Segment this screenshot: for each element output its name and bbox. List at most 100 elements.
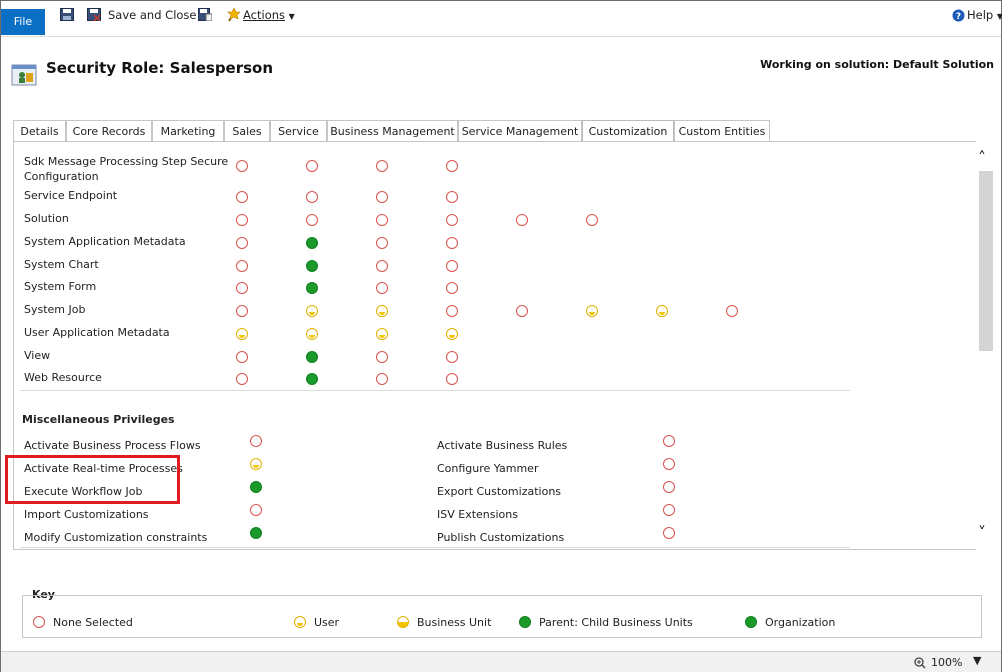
privilege-level-icon[interactable] — [516, 214, 528, 226]
privilege-level-icon[interactable] — [236, 328, 248, 340]
privilege-level-icon[interactable] — [236, 214, 248, 226]
key-label: None Selected — [53, 616, 133, 629]
chevron-down-icon: ▼ — [996, 12, 1002, 21]
page-title: Security Role: Salesperson — [46, 59, 274, 77]
privilege-level-icon[interactable] — [376, 328, 388, 340]
tab-service[interactable]: Service — [270, 120, 327, 142]
privilege-level-icon[interactable] — [446, 260, 458, 272]
privilege-level-icon[interactable] — [236, 373, 248, 385]
privilege-level-icon[interactable] — [306, 160, 318, 172]
entity-row-label: Service Endpoint — [24, 189, 118, 202]
misc-privilege-label: Configure Yammer — [437, 462, 539, 475]
privileges-panel: Sdk Message Processing Step Secure Confi… — [13, 141, 995, 550]
privilege-level-icon[interactable] — [306, 282, 318, 294]
privilege-level-icon[interactable] — [656, 305, 668, 317]
save-and-close-button[interactable]: Save and Close — [108, 8, 197, 22]
privilege-level-icon[interactable] — [236, 237, 248, 249]
save-icon[interactable] — [60, 8, 74, 21]
misc-privilege-label: Modify Customization constraints — [24, 531, 208, 544]
help-icon[interactable]: ? — [952, 9, 965, 22]
save-and-new-icon[interactable] — [198, 8, 212, 21]
scroll-thumb[interactable] — [979, 171, 993, 351]
privilege-level-icon[interactable] — [306, 191, 318, 203]
vertical-scrollbar[interactable]: ˄ ˅ — [976, 141, 995, 550]
tab-service-management[interactable]: Service Management — [458, 120, 582, 142]
help-menu[interactable]: Help ▼ — [967, 8, 1002, 22]
privilege-level-icon[interactable] — [446, 328, 458, 340]
privilege-level-icon[interactable] — [306, 305, 318, 317]
tab-customization[interactable]: Customization — [582, 120, 674, 142]
privilege-level-icon[interactable] — [376, 373, 388, 385]
privilege-level-icon[interactable] — [446, 373, 458, 385]
privilege-level-icon[interactable] — [236, 351, 248, 363]
privilege-level-icon[interactable] — [236, 160, 248, 172]
zoom-level[interactable]: 100% — [931, 656, 963, 669]
privilege-level-icon[interactable] — [306, 214, 318, 226]
tab-core-records[interactable]: Core Records — [66, 120, 152, 142]
privilege-level-icon[interactable] — [306, 373, 318, 385]
tab-business-management[interactable]: Business Management — [327, 120, 458, 142]
privilege-level-icon[interactable] — [236, 260, 248, 272]
zoom-dropdown-icon[interactable]: ▼ — [973, 654, 982, 667]
privilege-level-icon[interactable] — [376, 351, 388, 363]
privilege-level-icon[interactable] — [306, 328, 318, 340]
privilege-level-icon[interactable] — [250, 527, 262, 539]
privilege-level-icon[interactable] — [663, 481, 675, 493]
file-button[interactable]: File — [1, 9, 45, 35]
privilege-level-icon[interactable] — [306, 351, 318, 363]
entity-row-label: System Job — [24, 303, 86, 316]
privilege-level-icon[interactable] — [236, 305, 248, 317]
privilege-level-icon[interactable] — [250, 435, 262, 447]
key-bu-icon — [397, 616, 409, 628]
privilege-level-icon[interactable] — [376, 160, 388, 172]
entity-row-label: Solution — [24, 212, 69, 225]
tab-custom-entities[interactable]: Custom Entities — [674, 120, 770, 142]
privilege-level-icon[interactable] — [376, 237, 388, 249]
status-bar: 100% ▼ — [1, 651, 1001, 672]
misc-privilege-label: Activate Business Process Flows — [24, 439, 201, 452]
misc-privilege-label: Publish Customizations — [437, 531, 565, 544]
legend-key: None Selected User Business Unit Parent: Ch… — [22, 595, 982, 638]
privilege-level-icon[interactable] — [376, 305, 388, 317]
privilege-level-icon[interactable] — [586, 214, 598, 226]
tab-marketing[interactable]: Marketing — [152, 120, 224, 142]
privilege-level-icon[interactable] — [446, 160, 458, 172]
privilege-level-icon[interactable] — [446, 214, 458, 226]
privilege-level-icon[interactable] — [446, 282, 458, 294]
entity-row-label: System Form — [24, 280, 97, 293]
privilege-level-icon[interactable] — [663, 504, 675, 516]
privilege-level-icon[interactable] — [446, 191, 458, 203]
privilege-level-icon[interactable] — [236, 191, 248, 203]
key-title: Key — [32, 588, 55, 601]
privilege-level-icon[interactable] — [516, 305, 528, 317]
privilege-level-icon[interactable] — [250, 504, 262, 516]
privilege-level-icon[interactable] — [663, 435, 675, 447]
privilege-level-icon[interactable] — [376, 191, 388, 203]
privilege-level-icon[interactable] — [586, 305, 598, 317]
privilege-level-icon[interactable] — [663, 458, 675, 470]
privilege-level-icon[interactable] — [306, 237, 318, 249]
tab-sales[interactable]: Sales — [224, 120, 270, 142]
privilege-level-icon[interactable] — [376, 260, 388, 272]
key-org-icon — [745, 616, 757, 628]
privilege-level-icon[interactable] — [306, 260, 318, 272]
privilege-level-icon[interactable] — [250, 458, 262, 470]
privilege-level-icon[interactable] — [376, 214, 388, 226]
misc-privileges-heading: Miscellaneous Privileges — [22, 413, 175, 426]
privilege-level-icon[interactable] — [446, 351, 458, 363]
tab-details[interactable]: Details — [13, 120, 66, 142]
privilege-level-icon[interactable] — [236, 282, 248, 294]
privilege-level-icon[interactable] — [446, 305, 458, 317]
privilege-level-icon[interactable] — [726, 305, 738, 317]
privilege-level-icon[interactable] — [376, 282, 388, 294]
actions-menu[interactable]: Actions ▼ — [243, 8, 295, 22]
misc-privilege-label: Export Customizations — [437, 485, 562, 498]
privilege-level-icon[interactable] — [446, 237, 458, 249]
misc-privilege-label: Activate Business Rules — [437, 439, 568, 452]
privilege-level-icon[interactable] — [250, 481, 262, 493]
entity-row-label: System Chart — [24, 258, 99, 271]
scroll-up-icon[interactable]: ˄ — [978, 148, 986, 167]
scroll-down-icon[interactable]: ˅ — [978, 523, 986, 542]
privilege-level-icon[interactable] — [663, 527, 675, 539]
key-user-icon — [294, 616, 306, 628]
